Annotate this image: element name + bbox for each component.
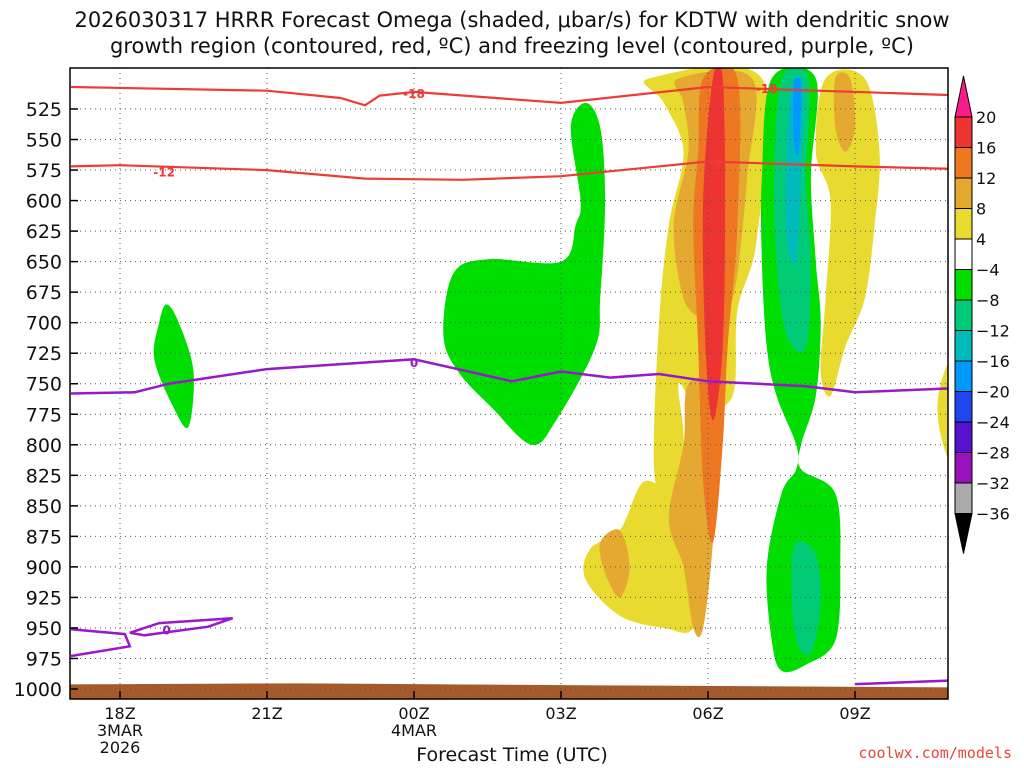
colorbar-label--16: −16 <box>976 352 1010 371</box>
omega-region--8-14 <box>791 541 821 655</box>
omega-region--16-16 <box>792 76 802 156</box>
colorbar-label--24: −24 <box>976 413 1010 432</box>
y-tick-label-850: 850 <box>26 496 62 518</box>
colorbar-label--32: −32 <box>976 474 1010 493</box>
freezing-level-label: 0 <box>410 356 418 370</box>
colorbar-segment-9 <box>954 391 973 423</box>
colorbar-segment-6 <box>954 299 973 331</box>
freezing-level-loop-label: 0 <box>162 623 170 637</box>
omega-region-4-5 <box>937 363 948 460</box>
x-tick-label-6-0: 00Z <box>398 704 429 723</box>
y-tick-label-675: 675 <box>26 282 62 304</box>
colorbar-label--12: −12 <box>976 322 1010 341</box>
colorbar-segment-8 <box>954 360 973 392</box>
chart-title-line1: 2026030317 HRRR Forecast Omega (shaded, … <box>74 8 950 32</box>
omega-region-16-11 <box>702 68 726 421</box>
y-tick-label-750: 750 <box>26 374 62 396</box>
colorbar-segment-7 <box>954 330 973 362</box>
freezing-level-loop <box>129 616 234 637</box>
y-tick-label-875: 875 <box>26 526 62 548</box>
colorbar-top-arrow <box>954 75 973 118</box>
dgz-label-1: -12 <box>153 165 175 179</box>
dgz-label-0: -18 <box>403 87 425 101</box>
omega-region--4-0 <box>153 304 194 429</box>
dgz-label-3: -18 <box>756 82 778 96</box>
colorbar-segment-5 <box>954 269 973 301</box>
dgz-contour--18 <box>70 85 948 107</box>
colorbar-label--20: −20 <box>976 383 1010 402</box>
x-axis-label: Forecast Time (UTC) <box>416 744 608 766</box>
colorbar-segment-2 <box>954 177 973 209</box>
colorbar-label-8: 8 <box>976 200 986 219</box>
colorbar-label--36: −36 <box>976 505 1010 524</box>
colorbar-segment-4 <box>954 238 973 270</box>
freezing-level-contour <box>70 358 948 395</box>
x-tick-label-0-2: 2026 <box>100 738 141 757</box>
colorbar-segment-0 <box>954 116 973 148</box>
colorbar-segment-11 <box>954 452 973 484</box>
x-tick-label-9-0: 03Z <box>545 704 576 723</box>
y-tick-label-625: 625 <box>26 221 62 243</box>
freezing-level-right <box>854 679 948 686</box>
y-tick-label-600: 600 <box>26 191 62 213</box>
colorbar-segment-1 <box>954 147 973 179</box>
y-tick-label-775: 775 <box>26 404 62 426</box>
colorbar-segment-10 <box>954 421 973 453</box>
y-tick-label-950: 950 <box>26 618 62 640</box>
omega-region-8-8 <box>599 529 630 598</box>
freezing-level-lower <box>70 627 132 658</box>
y-tick-label-975: 975 <box>26 648 62 670</box>
y-tick-label-1000: 1000 <box>14 679 62 701</box>
y-tick-label-650: 650 <box>26 252 62 274</box>
y-tick-label-700: 700 <box>26 313 62 335</box>
x-tick-label-0-1: 3MAR <box>97 721 143 740</box>
colorbar-bottom-arrow <box>954 513 973 554</box>
y-tick-label-525: 525 <box>26 99 62 121</box>
colorbar-label-4: 4 <box>976 230 986 249</box>
y-tick-label-800: 800 <box>26 435 62 457</box>
colorbar-label-20: 20 <box>976 108 996 127</box>
dgz-contour--12 <box>70 160 948 181</box>
omega-region-4-4 <box>815 69 880 397</box>
colorbar-label--8: −8 <box>976 291 1000 310</box>
colorbar-label--4: −4 <box>976 261 1000 280</box>
colorbar-label-12: 12 <box>976 169 996 188</box>
y-tick-label-825: 825 <box>26 465 62 487</box>
colorbar-label--28: −28 <box>976 444 1010 463</box>
site-attribution: coolwx.com/models <box>858 744 1012 762</box>
x-tick-label-6-1: 4MAR <box>391 721 437 740</box>
x-tick-label-0-0: 18Z <box>104 704 135 723</box>
x-tick-label-3-0: 21Z <box>251 704 282 723</box>
colorbar-segment-12 <box>954 482 973 514</box>
y-tick-label-900: 900 <box>26 557 62 579</box>
y-tick-label-725: 725 <box>26 343 62 365</box>
x-tick-label-15-0: 09Z <box>839 704 870 723</box>
terrain-surface <box>70 683 948 699</box>
dgz-label-2: 2 <box>714 158 722 172</box>
chart-title-line2: growth region (contoured, red, ºC) and f… <box>110 34 914 58</box>
colorbar-segment-3 <box>954 208 973 240</box>
y-tick-label-925: 925 <box>26 587 62 609</box>
y-tick-label-575: 575 <box>26 160 62 182</box>
omega-region--4-1 <box>443 102 606 446</box>
colorbar-label-16: 16 <box>976 139 996 158</box>
y-tick-label-550: 550 <box>26 130 62 152</box>
x-tick-label-12-0: 06Z <box>692 704 723 723</box>
